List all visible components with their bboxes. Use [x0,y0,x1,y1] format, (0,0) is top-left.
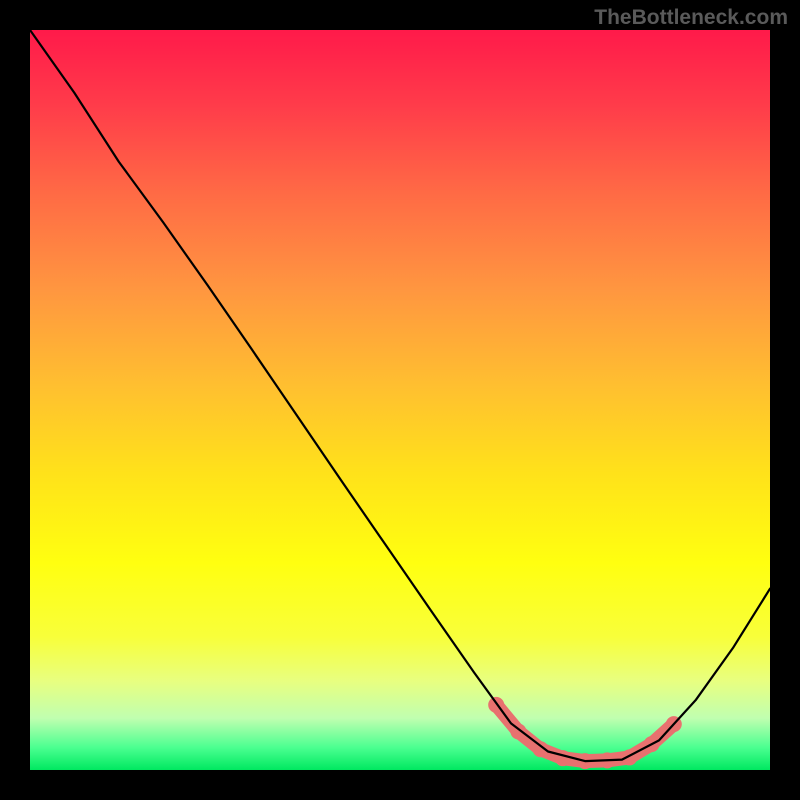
curve-layer [30,30,770,770]
plot-area [30,30,770,770]
chart-container: TheBottleneck.com [0,0,800,800]
attribution-label: TheBottleneck.com [594,6,788,30]
bottleneck-curve [30,30,770,761]
highlight-markers [488,697,682,769]
